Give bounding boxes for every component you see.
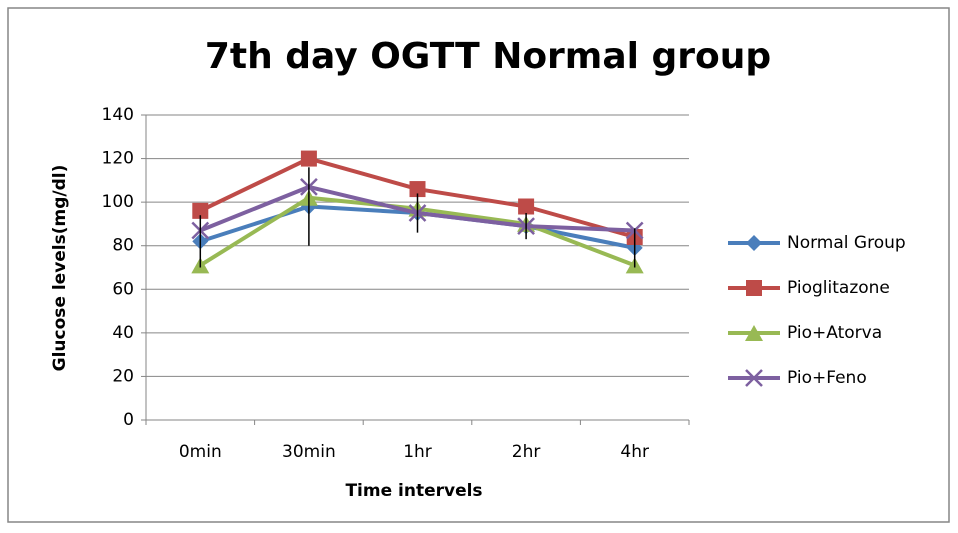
data-point bbox=[300, 150, 317, 167]
y-tick-label: 100 bbox=[102, 192, 134, 212]
chart-border bbox=[7, 7, 950, 523]
legend-label: Pioglitazone bbox=[787, 278, 890, 298]
y-tick-label: 60 bbox=[112, 279, 134, 299]
data-point bbox=[518, 198, 535, 215]
data-point bbox=[409, 181, 426, 198]
y-tick-label: 80 bbox=[112, 236, 134, 256]
y-tick-label: 0 bbox=[123, 410, 134, 430]
legend-marker bbox=[746, 235, 762, 251]
y-axis-label: Glucose levels(mg/dl) bbox=[50, 165, 70, 372]
y-tick-label: 20 bbox=[112, 366, 134, 386]
y-tick-label: 140 bbox=[102, 105, 134, 125]
x-tick-label: 4hr bbox=[620, 442, 649, 462]
data-point bbox=[192, 202, 209, 219]
legend-marker bbox=[745, 369, 763, 387]
legend-label: Normal Group bbox=[787, 233, 906, 253]
x-tick-label: 2hr bbox=[512, 442, 541, 462]
legend-label: Pio+Atorva bbox=[787, 323, 882, 343]
x-tick-label: 30min bbox=[282, 442, 336, 462]
x-axis-label: Time intervels bbox=[345, 481, 482, 501]
y-tick-label: 40 bbox=[112, 323, 134, 343]
x-tick-label: 1hr bbox=[403, 442, 432, 462]
chart-title: 7th day OGTT Normal group bbox=[205, 36, 771, 77]
legend-label: Pio+Feno bbox=[787, 368, 867, 388]
legend-marker bbox=[746, 280, 762, 296]
legend-marker bbox=[745, 325, 763, 341]
x-tick-label: 0min bbox=[179, 442, 222, 462]
y-tick-label: 120 bbox=[102, 149, 134, 169]
